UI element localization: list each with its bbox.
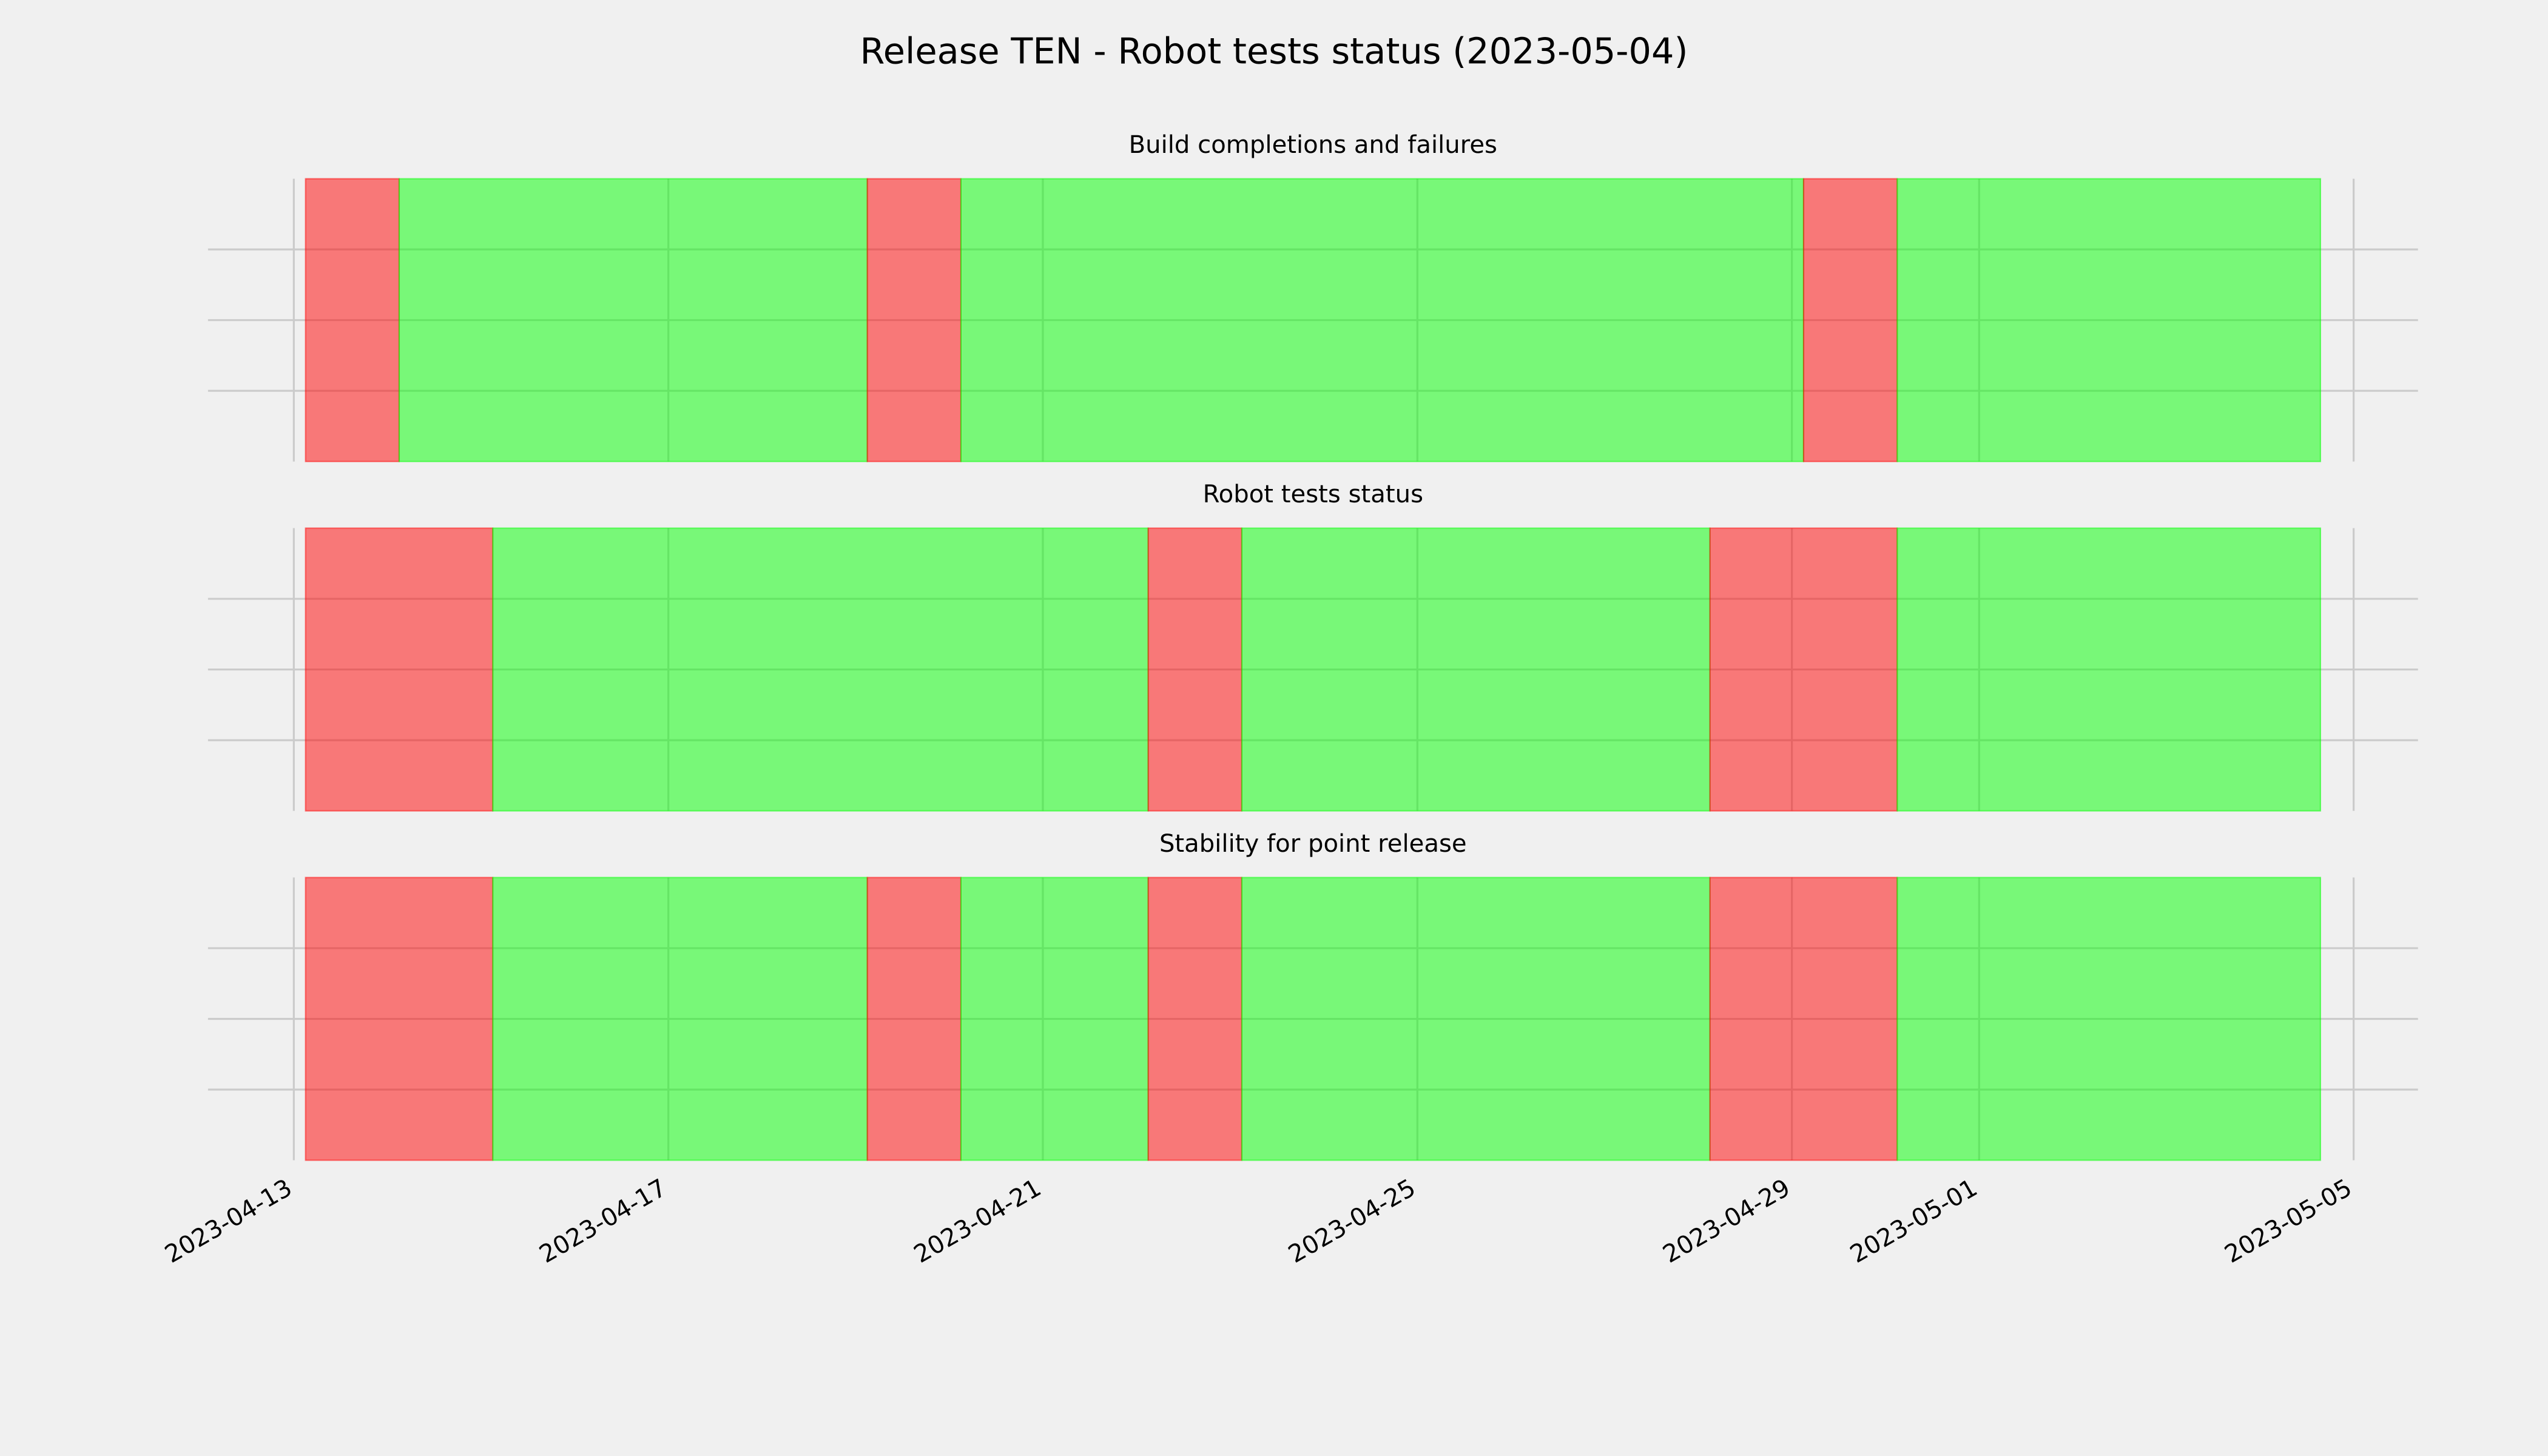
status-span <box>305 178 400 462</box>
status-span <box>1802 178 1898 462</box>
status-span <box>1147 877 1243 1161</box>
status-span <box>1896 527 2322 812</box>
status-span <box>1147 527 1243 812</box>
status-span <box>305 527 494 812</box>
status-span <box>1709 527 1898 812</box>
subplot-title: Robot tests status <box>1203 480 1423 508</box>
subplot-title: Stability for point release <box>1159 830 1467 858</box>
status-span <box>960 877 1149 1161</box>
status-span <box>1241 527 1711 812</box>
chart-title: Release TEN - Robot tests status (2023-0… <box>860 30 1688 72</box>
status-span <box>492 877 868 1161</box>
status-span <box>866 178 962 462</box>
status-span <box>1896 877 2322 1161</box>
subplot-title: Build completions and failures <box>1129 131 1497 159</box>
status-span <box>492 527 1149 812</box>
status-span <box>1241 877 1711 1161</box>
status-span <box>1896 178 2322 462</box>
status-span <box>398 178 868 462</box>
status-span <box>305 877 494 1161</box>
status-span <box>960 178 1804 462</box>
status-span <box>1709 877 1898 1161</box>
status-span <box>866 877 962 1161</box>
